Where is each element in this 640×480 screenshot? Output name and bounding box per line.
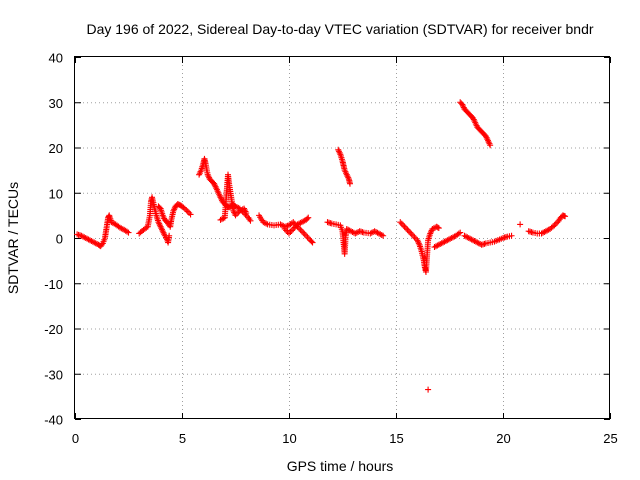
- data-point: [298, 228, 305, 235]
- data-point: [346, 180, 353, 187]
- y-tick-label: 30: [49, 96, 63, 111]
- data-point: [218, 216, 225, 223]
- y-tick-label: -40: [44, 413, 63, 428]
- data-points: [74, 99, 569, 393]
- data-point: [300, 229, 307, 236]
- x-tick-label: 0: [72, 431, 79, 446]
- data-point: [508, 232, 515, 239]
- data-point: [407, 229, 414, 236]
- x-tick-label: 20: [496, 431, 510, 446]
- data-point: [434, 224, 441, 231]
- data-point: [487, 142, 494, 149]
- data-point: [286, 230, 292, 237]
- data-point: [404, 226, 411, 233]
- x-tick-label: 25: [603, 431, 617, 446]
- data-point: [398, 220, 405, 227]
- data-point: [304, 215, 311, 222]
- data-point: [304, 234, 311, 241]
- data-point: [186, 209, 193, 216]
- data-point: [287, 228, 294, 235]
- y-tick-label: -20: [44, 322, 63, 337]
- data-point: [288, 227, 295, 234]
- plot-frame: [74, 56, 610, 419]
- chart-title: Day 196 of 2022, Sidereal Day-to-day VTE…: [86, 21, 593, 37]
- y-tick-label: 40: [49, 51, 63, 66]
- data-point: [397, 219, 404, 226]
- data-point: [517, 221, 524, 228]
- data-point: [124, 228, 131, 235]
- data-point: [380, 232, 387, 239]
- data-point: [425, 386, 432, 393]
- data-point: [184, 208, 191, 215]
- data-point: [353, 229, 360, 236]
- data-point: [187, 211, 194, 218]
- data-point: [400, 222, 407, 229]
- data-point: [263, 220, 270, 227]
- data-point: [401, 223, 408, 230]
- data-point: [410, 232, 417, 239]
- data-point: [308, 238, 315, 245]
- data-point: [283, 227, 290, 234]
- data-point: [305, 214, 312, 221]
- data-point: [408, 231, 415, 238]
- data-point: [309, 239, 316, 246]
- y-tick-label: -10: [44, 277, 63, 292]
- data-point: [435, 225, 442, 232]
- data-point: [243, 210, 250, 217]
- x-axis-label: GPS time / hours: [287, 458, 394, 474]
- x-tick-label: 15: [389, 431, 403, 446]
- data-point: [368, 229, 375, 236]
- y-tick-label: -30: [44, 367, 63, 382]
- data-point: [98, 241, 105, 248]
- data-point: [411, 234, 418, 241]
- x-tick-label: 5: [179, 431, 186, 446]
- x-tick-label: 10: [282, 431, 296, 446]
- data-point: [301, 231, 308, 238]
- y-tick-label: 0: [56, 232, 63, 247]
- data-point: [166, 232, 173, 239]
- data-point: [297, 226, 304, 233]
- data-point: [455, 230, 462, 237]
- data-point: [402, 225, 409, 232]
- data-point: [378, 231, 385, 238]
- data-point: [549, 223, 556, 230]
- data-point: [457, 229, 464, 236]
- axis-ticks: 0 5 10 15 20 25 -40 -30 -20 -10 0 10 20 30 40: [44, 51, 618, 447]
- data-point: [303, 232, 310, 239]
- y-axis-label: SDTVAR / TECUs: [5, 182, 21, 294]
- data-point: [405, 228, 412, 235]
- y-tick-label: 10: [49, 186, 63, 201]
- data-point: [552, 220, 559, 227]
- data-point: [125, 229, 132, 236]
- data-point: [181, 205, 188, 212]
- data-point: [562, 213, 569, 220]
- data-point: [278, 222, 285, 229]
- y-tick-label: 20: [49, 141, 63, 156]
- data-point: [247, 217, 254, 224]
